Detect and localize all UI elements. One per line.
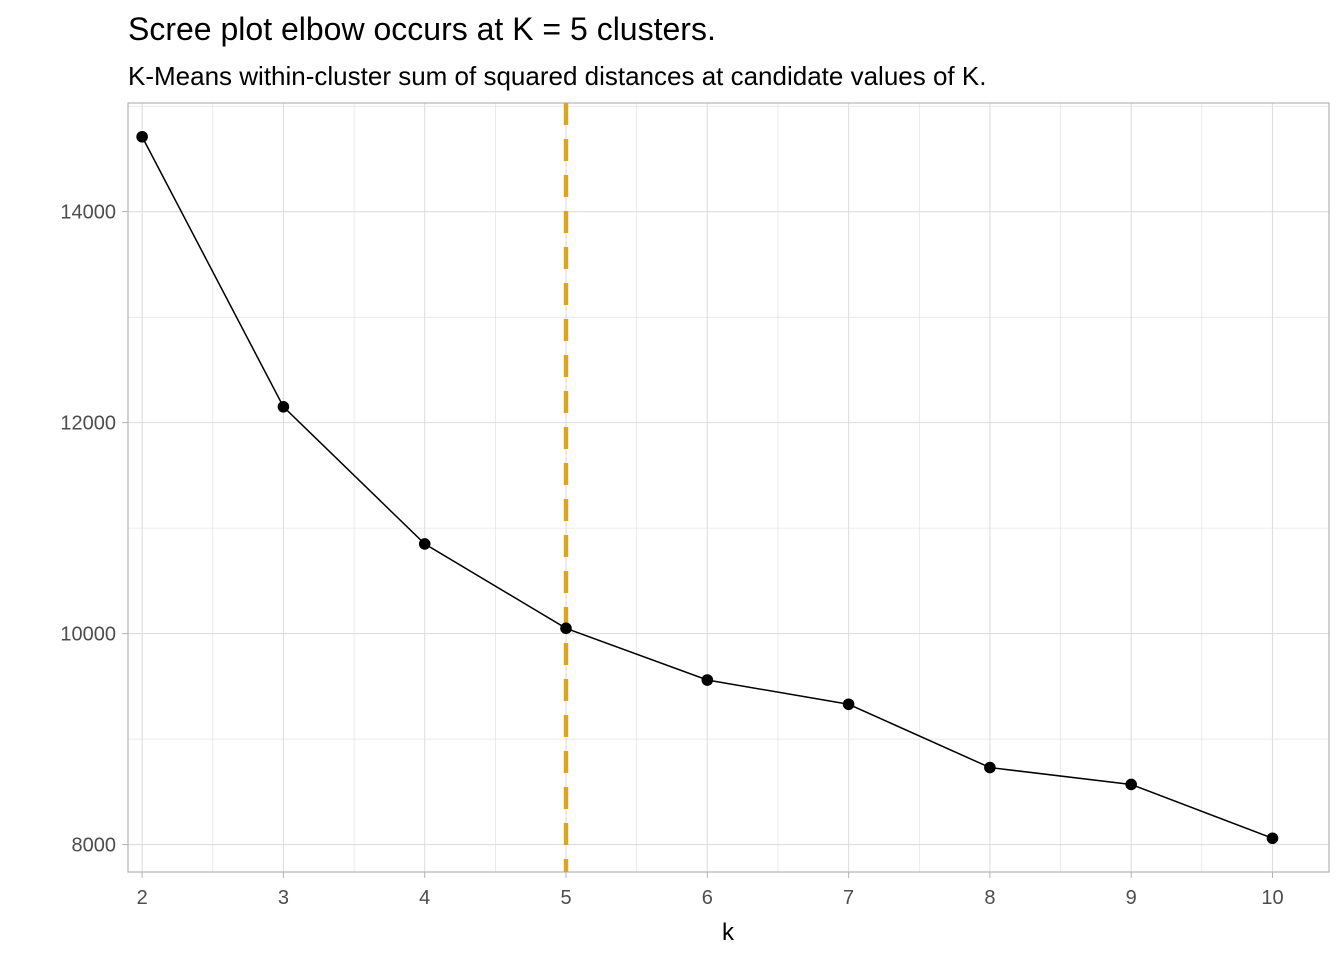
panel-border — [127, 102, 1330, 873]
x-axis-ticks: 2 3 4 5 6 7 8 9 10 — [137, 872, 1284, 909]
x-tick-label: 4 — [419, 887, 430, 909]
grid-major — [128, 103, 1329, 872]
chart-title: Scree plot elbow occurs at K = 5 cluster… — [128, 11, 716, 47]
data-point — [1125, 778, 1137, 791]
grid-minor — [128, 103, 1329, 872]
data-point — [1266, 832, 1279, 845]
x-tick-label: 7 — [843, 887, 854, 909]
data-point — [560, 622, 572, 635]
x-tick-label: 3 — [278, 887, 289, 909]
data-point — [136, 130, 148, 143]
data-point — [418, 538, 431, 550]
data-point — [984, 761, 996, 774]
x-tick-label: 2 — [137, 887, 148, 909]
chart-subtitle: K-Means within-cluster sum of squared di… — [128, 61, 986, 91]
y-axis-ticks: 8000 10000 12000 14000 — [60, 202, 128, 857]
series-layer — [136, 130, 1279, 845]
y-tick-label: 12000 — [60, 413, 116, 435]
x-tick-label: 5 — [560, 887, 571, 909]
y-tick-label: 14000 — [60, 202, 116, 224]
x-tick-label: 9 — [1126, 887, 1137, 909]
x-tick-label: 6 — [702, 887, 713, 909]
x-tick-label: 10 — [1261, 887, 1283, 909]
x-tick-label: 8 — [984, 887, 995, 909]
data-point — [842, 698, 855, 711]
data-point — [277, 401, 290, 413]
x-axis-title: k — [722, 919, 735, 946]
y-tick-label: 8000 — [72, 835, 117, 857]
y-tick-label: 10000 — [60, 624, 116, 646]
data-point — [701, 674, 714, 686]
